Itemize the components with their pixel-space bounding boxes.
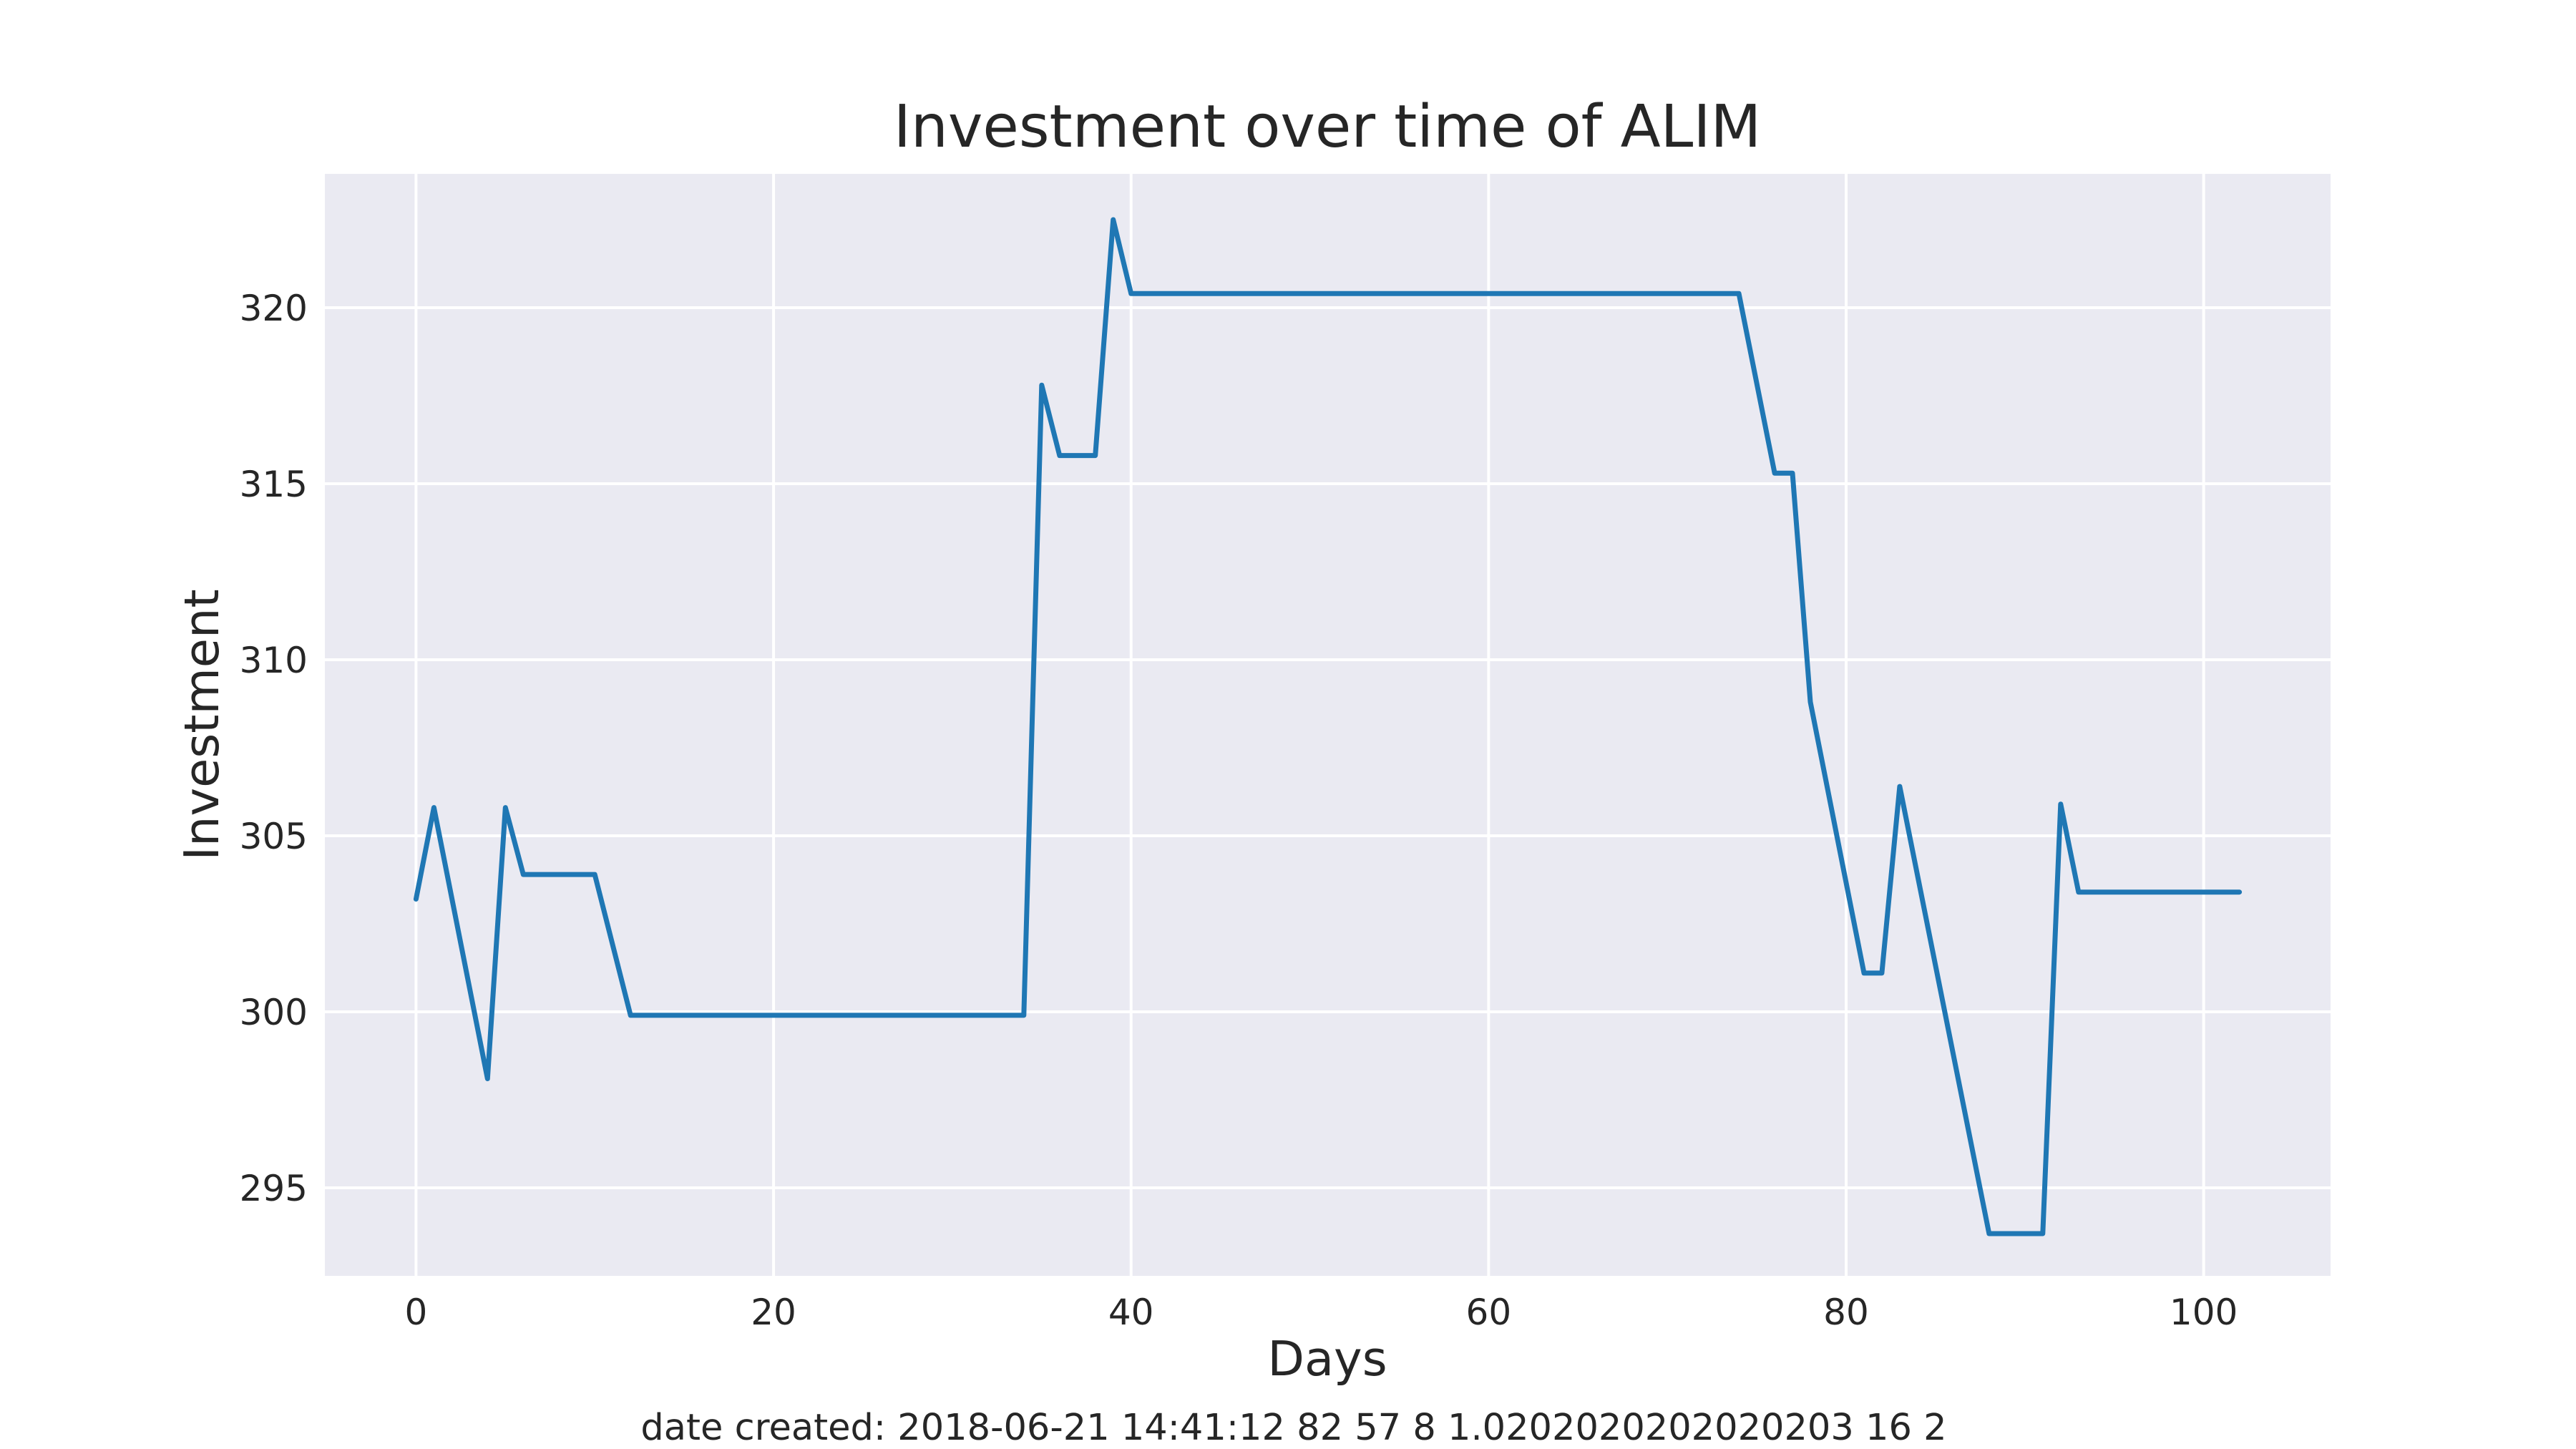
series-lines [413, 217, 2243, 1236]
x-tick-label: 40 [1108, 1292, 1154, 1333]
y-tick-label: 300 [240, 992, 308, 1033]
x-tick-label: 80 [1823, 1292, 1869, 1333]
chart-title: Investment over time of ALIM [894, 93, 1762, 161]
y-tick-label: 310 [240, 640, 308, 681]
y-tick-label: 295 [240, 1168, 308, 1209]
x-tick-labels: 0 20 40 60 80 100 [405, 1292, 2238, 1333]
series-line-0 [413, 217, 2243, 1236]
x-tick-label: 100 [2170, 1292, 2238, 1333]
y-tick-label: 320 [240, 288, 308, 329]
y-tick-label: 315 [240, 464, 308, 505]
plot-area [325, 174, 2331, 1276]
y-tick-labels: 295 300 305 310 315 320 [240, 288, 308, 1209]
x-gridlines [414, 174, 2205, 1276]
y-gridlines [325, 306, 2331, 1189]
x-tick-label: 20 [751, 1292, 796, 1333]
y-axis-label: Investment [174, 589, 230, 861]
x-tick-label: 60 [1466, 1292, 1512, 1333]
x-axis-label: Days [1267, 1331, 1387, 1387]
y-tick-label: 305 [240, 816, 308, 857]
x-tick-label: 0 [405, 1292, 428, 1333]
date-created-footer: date created: 2018-06-21 14:41:12 82 57 … [640, 1407, 1946, 1449]
